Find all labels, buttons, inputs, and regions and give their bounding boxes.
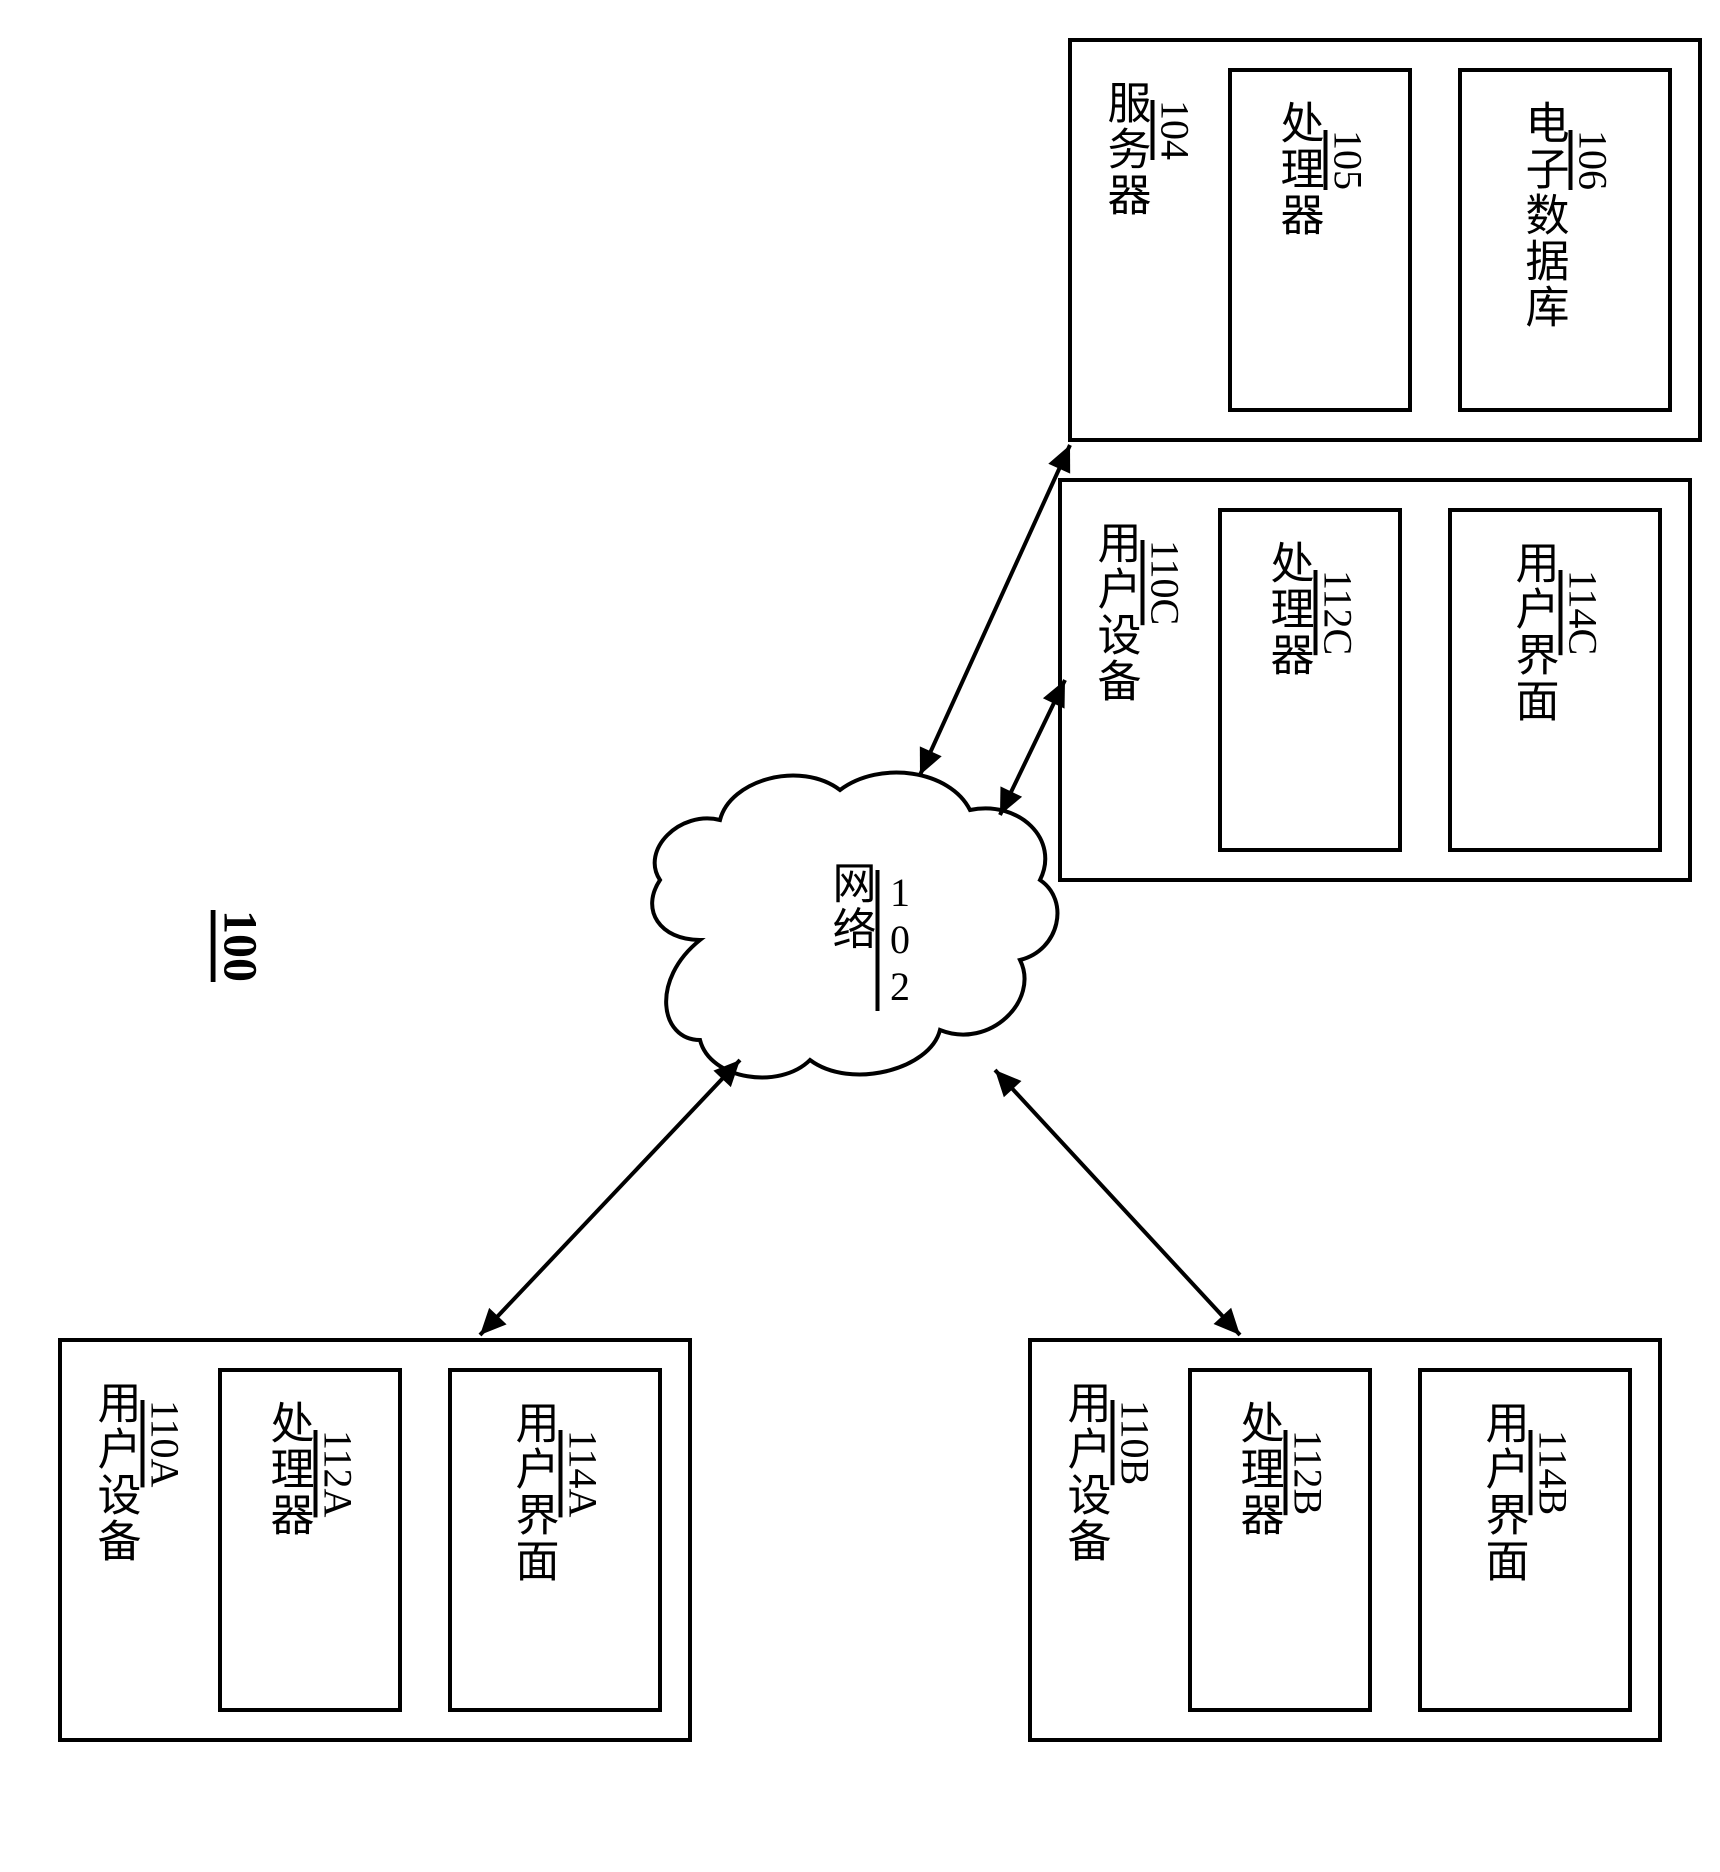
- network-cloud: 网络 102: [652, 773, 1057, 1078]
- network-ref: 102: [878, 870, 923, 1011]
- server-sub2-label: 电子数据库: [1519, 100, 1569, 330]
- server-title: 服务器: [1101, 80, 1151, 218]
- deviceC-sub2-label: 用户界面: [1509, 540, 1559, 724]
- deviceC-sub2-ref: 114C: [1561, 570, 1606, 655]
- arrow-deviceC: [1000, 680, 1065, 815]
- deviceC-box: 用户设备110C 处理器112C 用户界面114C: [1060, 480, 1690, 880]
- deviceA-ref: 110A: [143, 1400, 188, 1488]
- server-ref: 104: [1153, 100, 1198, 160]
- arrow-server: [920, 445, 1070, 775]
- deviceB-sub1-label: 处理器: [1234, 1400, 1284, 1538]
- arrow-deviceA: [480, 1060, 740, 1335]
- deviceC-sub1-label: 处理器: [1264, 540, 1314, 678]
- server-sub1-ref: 105: [1326, 130, 1371, 190]
- network-label: 网络: [826, 860, 876, 952]
- deviceA-sub2-ref: 114A: [561, 1430, 606, 1518]
- server-sub2-ref: 106: [1571, 130, 1616, 190]
- deviceB-title: 用户设备: [1061, 1380, 1111, 1564]
- deviceB-box: 用户设备110B 处理器112B 用户界面114B: [1030, 1340, 1660, 1740]
- server-box: 服务器104 处理器105 电子数据库106: [1070, 40, 1700, 440]
- deviceA-sub1-ref: 112A: [316, 1430, 361, 1518]
- deviceA-sub1-label: 处理器: [264, 1400, 314, 1538]
- deviceC-ref: 110C: [1143, 540, 1188, 625]
- deviceA-box: 用户设备110A 处理器112A 用户界面114A: [60, 1340, 690, 1740]
- arrow-deviceB: [995, 1070, 1240, 1335]
- deviceC-sub1-ref: 112C: [1316, 570, 1361, 655]
- deviceC-title: 用户设备: [1091, 520, 1141, 704]
- deviceB-ref: 110B: [1113, 1400, 1158, 1485]
- deviceA-title: 用户设备: [91, 1380, 141, 1564]
- server-sub1-label: 处理器: [1274, 100, 1324, 238]
- deviceB-sub2-label: 用户界面: [1479, 1400, 1529, 1584]
- deviceA-sub2-label: 用户界面: [509, 1400, 559, 1584]
- figure-ref: 100: [214, 910, 267, 982]
- deviceB-sub2-ref: 114B: [1531, 1430, 1576, 1515]
- deviceB-sub1-ref: 112B: [1286, 1430, 1331, 1515]
